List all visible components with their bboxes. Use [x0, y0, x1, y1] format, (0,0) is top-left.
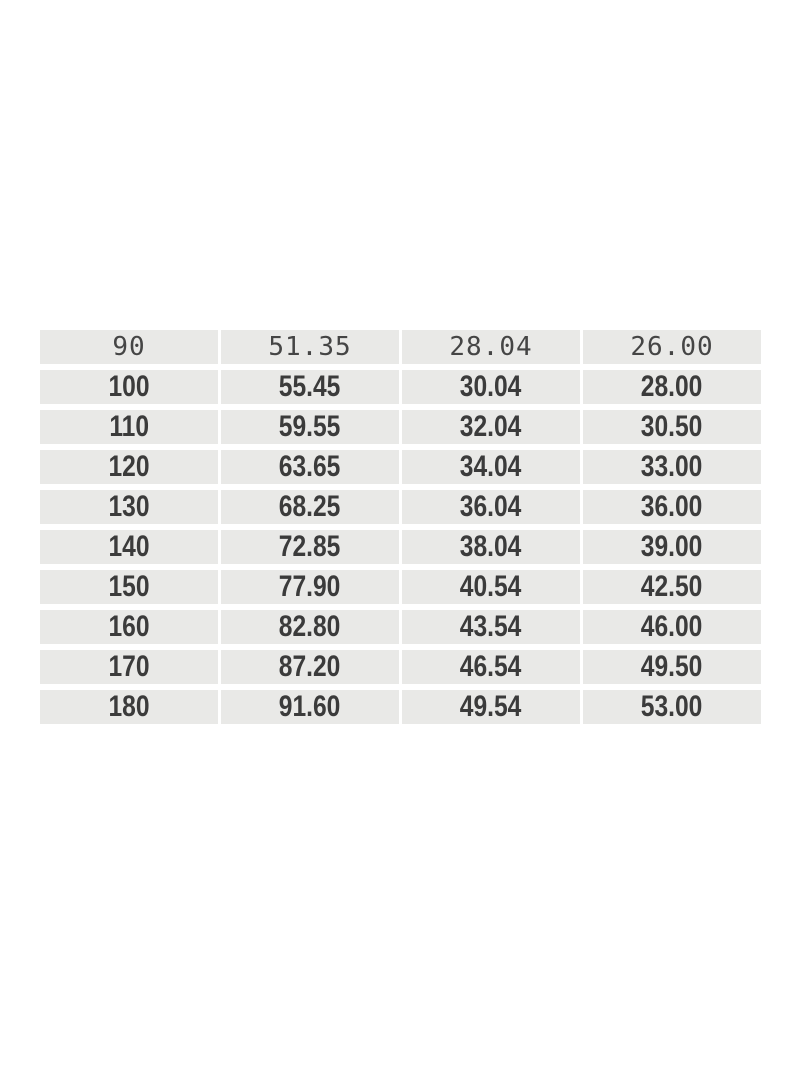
cell-value: 36.04	[460, 490, 522, 523]
table-cell: 51.35	[221, 330, 399, 364]
cell-value: 49.54	[460, 690, 522, 723]
table-cell: 28.04	[402, 330, 580, 364]
cell-value: 68.25	[279, 490, 341, 523]
cell-value: 28.04	[449, 332, 533, 362]
table-cell: 77.90	[221, 570, 399, 604]
cell-value: 26.00	[630, 332, 714, 362]
cell-value: 170	[108, 650, 150, 683]
cell-value: 46.00	[641, 610, 703, 643]
table-cell: 49.54	[402, 690, 580, 724]
table-row: 180 91.60 49.54 53.00	[40, 690, 761, 724]
table-cell: 42.50	[583, 570, 761, 604]
cell-value: 72.85	[279, 530, 341, 563]
cell-value: 180	[108, 690, 150, 723]
cell-value: 160	[108, 610, 150, 643]
cell-value: 49.50	[641, 650, 703, 683]
cell-value: 91.60	[279, 690, 341, 723]
size-table: 90 51.35 28.04 26.00 100 55.45 30.04 28.00 110 59…	[40, 330, 761, 724]
table-cell: 39.00	[583, 530, 761, 564]
table-cell: 100	[40, 370, 218, 404]
cell-value: 51.35	[268, 332, 352, 362]
table-cell: 150	[40, 570, 218, 604]
table-cell: 38.04	[402, 530, 580, 564]
table-cell: 28.00	[583, 370, 761, 404]
cell-value: 34.04	[460, 450, 522, 483]
table-cell: 68.25	[221, 490, 399, 524]
table-cell: 34.04	[402, 450, 580, 484]
cell-value: 40.54	[460, 570, 522, 603]
table-cell: 40.54	[402, 570, 580, 604]
table-cell: 49.50	[583, 650, 761, 684]
cell-value: 90	[112, 332, 146, 362]
table-cell: 120	[40, 450, 218, 484]
table-cell: 30.04	[402, 370, 580, 404]
table-cell: 32.04	[402, 410, 580, 444]
table-cell: 53.00	[583, 690, 761, 724]
table-cell: 36.04	[402, 490, 580, 524]
cell-value: 39.00	[641, 530, 703, 563]
table-cell: 46.00	[583, 610, 761, 644]
cell-value: 63.65	[279, 450, 341, 483]
table-cell: 110	[40, 410, 218, 444]
cell-value: 32.04	[460, 410, 522, 443]
table-cell: 55.45	[221, 370, 399, 404]
table-cell: 87.20	[221, 650, 399, 684]
cell-value: 77.90	[279, 570, 341, 603]
table-cell: 59.55	[221, 410, 399, 444]
table-row: 90 51.35 28.04 26.00	[40, 330, 761, 364]
table-cell: 91.60	[221, 690, 399, 724]
table-row: 110 59.55 32.04 30.50	[40, 410, 761, 444]
cell-value: 43.54	[460, 610, 522, 643]
cell-value: 120	[108, 450, 150, 483]
cell-value: 36.00	[641, 490, 703, 523]
cell-value: 150	[108, 570, 150, 603]
table-cell: 90	[40, 330, 218, 364]
cell-value: 110	[109, 410, 149, 443]
cell-value: 38.04	[460, 530, 522, 563]
table-cell: 30.50	[583, 410, 761, 444]
table-row: 120 63.65 34.04 33.00	[40, 450, 761, 484]
cell-value: 130	[108, 490, 150, 523]
cell-value: 59.55	[279, 410, 341, 443]
table-cell: 140	[40, 530, 218, 564]
table-cell: 130	[40, 490, 218, 524]
table-cell: 26.00	[583, 330, 761, 364]
table-cell: 63.65	[221, 450, 399, 484]
table-row: 130 68.25 36.04 36.00	[40, 490, 761, 524]
cell-value: 46.54	[460, 650, 522, 683]
cell-value: 53.00	[641, 690, 703, 723]
table-cell: 43.54	[402, 610, 580, 644]
cell-value: 42.50	[641, 570, 703, 603]
cell-value: 100	[108, 370, 150, 403]
table-cell: 33.00	[583, 450, 761, 484]
cell-value: 87.20	[279, 650, 341, 683]
table-cell: 160	[40, 610, 218, 644]
table-cell: 72.85	[221, 530, 399, 564]
cell-value: 28.00	[641, 370, 703, 403]
cell-value: 33.00	[641, 450, 703, 483]
cell-value: 55.45	[279, 370, 341, 403]
table-cell: 46.54	[402, 650, 580, 684]
cell-value: 82.80	[279, 610, 341, 643]
cell-value: 30.50	[641, 410, 703, 443]
table-row: 100 55.45 30.04 28.00	[40, 370, 761, 404]
table-row: 160 82.80 43.54 46.00	[40, 610, 761, 644]
table-cell: 82.80	[221, 610, 399, 644]
table-row: 140 72.85 38.04 39.00	[40, 530, 761, 564]
cell-value: 140	[108, 530, 150, 563]
table-row: 150 77.90 40.54 42.50	[40, 570, 761, 604]
table-cell: 180	[40, 690, 218, 724]
table-row: 170 87.20 46.54 49.50	[40, 650, 761, 684]
table-cell: 36.00	[583, 490, 761, 524]
table-cell: 170	[40, 650, 218, 684]
cell-value: 30.04	[460, 370, 522, 403]
